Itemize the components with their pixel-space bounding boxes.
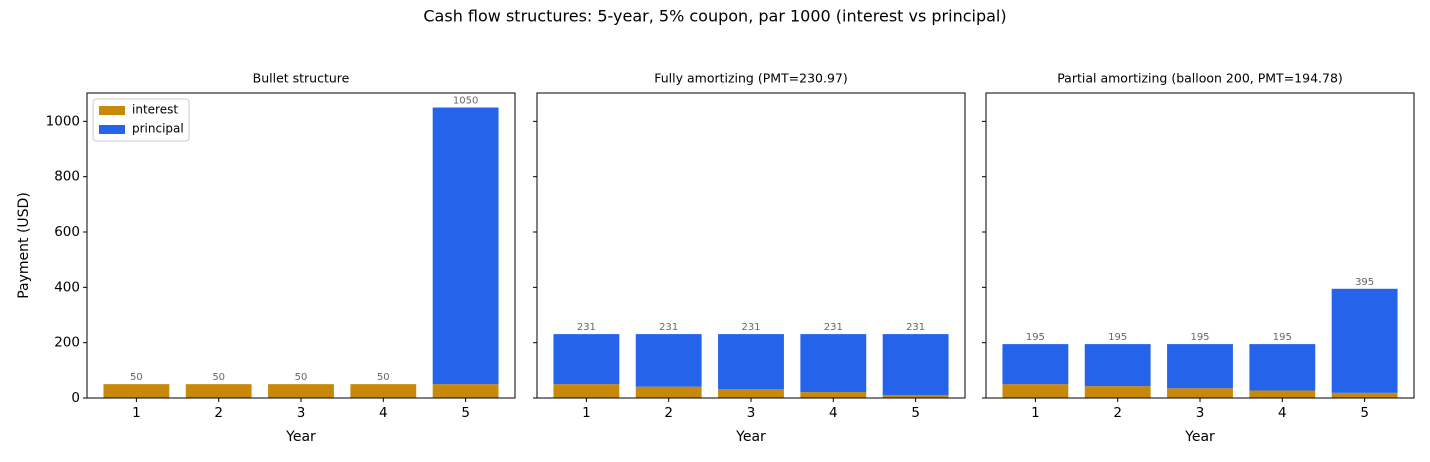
total-label: 1050 xyxy=(453,96,478,107)
bar-segment xyxy=(882,334,949,395)
bar-segment xyxy=(635,334,702,387)
bar-segment xyxy=(350,384,417,398)
x-tick-label: 4 xyxy=(1278,405,1287,421)
legend-label: principal xyxy=(132,122,184,136)
bar-segment xyxy=(1002,384,1069,398)
total-label: 231 xyxy=(906,322,925,333)
bar-segment xyxy=(1331,392,1398,398)
bar-segment xyxy=(1167,344,1233,389)
x-tick-label: 1 xyxy=(1031,405,1040,421)
bar-segment xyxy=(882,394,949,398)
total-label: 50 xyxy=(295,372,308,383)
total-label: 50 xyxy=(377,372,390,383)
bar-segment xyxy=(800,334,867,393)
x-tick-label: 4 xyxy=(379,405,388,421)
bar-segment xyxy=(185,384,252,398)
x-tick-label: 4 xyxy=(829,405,838,421)
x-tick-label: 3 xyxy=(297,405,306,421)
y-tick-label: 1000 xyxy=(46,113,80,129)
total-label: 231 xyxy=(577,322,596,333)
bar-segment xyxy=(718,389,784,398)
total-label: 231 xyxy=(659,322,678,333)
y-tick-label: 200 xyxy=(54,335,80,351)
bar-segment xyxy=(1249,390,1316,398)
bar-segment xyxy=(103,384,170,398)
y-tick-label: 600 xyxy=(54,224,80,240)
x-tick-label: 2 xyxy=(664,405,673,421)
bar-segment xyxy=(635,386,702,398)
x-axis-label: Year xyxy=(285,429,316,445)
x-axis-label: Year xyxy=(735,429,766,445)
bar-segment xyxy=(1331,288,1398,393)
panel-title: Partial amortizing (balloon 200, PMT=194… xyxy=(1057,71,1343,86)
total-label: 195 xyxy=(1190,332,1209,343)
plot-frame xyxy=(536,92,966,399)
total-label: 195 xyxy=(1026,332,1045,343)
bar-segment xyxy=(718,334,784,390)
bar-segment xyxy=(1249,344,1316,391)
total-label: 50 xyxy=(130,372,143,383)
y-tick-label: 800 xyxy=(54,169,80,185)
legend-swatch xyxy=(99,125,125,134)
y-tick-label: 0 xyxy=(71,390,80,406)
x-tick-label: 5 xyxy=(911,405,920,421)
x-axis-label: Year xyxy=(1184,429,1215,445)
legend-swatch xyxy=(99,106,125,115)
x-tick-label: 3 xyxy=(747,405,756,421)
x-tick-label: 5 xyxy=(1360,405,1369,421)
bar-segment xyxy=(1002,344,1069,385)
total-label: 195 xyxy=(1108,332,1127,343)
panel-title: Bullet structure xyxy=(253,71,350,86)
bar-segment xyxy=(1084,386,1151,398)
y-tick-label: 400 xyxy=(54,279,80,295)
figure-title: Cash flow structures: 5-year, 5% coupon,… xyxy=(423,7,1006,26)
x-tick-label: 2 xyxy=(1113,405,1122,421)
plot-frame xyxy=(86,92,516,399)
bar-segment xyxy=(432,107,499,385)
bar-segment xyxy=(553,334,620,385)
x-tick-label: 5 xyxy=(461,405,470,421)
legend-label: interest xyxy=(132,103,178,117)
x-tick-label: 1 xyxy=(582,405,591,421)
panel-title: Fully amortizing (PMT=230.97) xyxy=(654,71,848,86)
bar-segment xyxy=(432,384,499,398)
x-tick-label: 2 xyxy=(214,405,223,421)
bar-segment xyxy=(1084,344,1151,387)
y-axis-label: Payment (USD) xyxy=(16,192,32,299)
total-label: 231 xyxy=(824,322,843,333)
total-label: 395 xyxy=(1355,277,1374,288)
bar-segment xyxy=(800,392,867,398)
x-tick-label: 1 xyxy=(132,405,141,421)
total-label: 231 xyxy=(741,322,760,333)
bar-segment xyxy=(553,384,620,398)
bar-segment xyxy=(268,384,334,398)
plot-frame xyxy=(985,92,1415,399)
bar-segment xyxy=(1167,388,1233,398)
total-label: 50 xyxy=(212,372,225,383)
x-tick-label: 3 xyxy=(1196,405,1205,421)
total-label: 195 xyxy=(1273,332,1292,343)
